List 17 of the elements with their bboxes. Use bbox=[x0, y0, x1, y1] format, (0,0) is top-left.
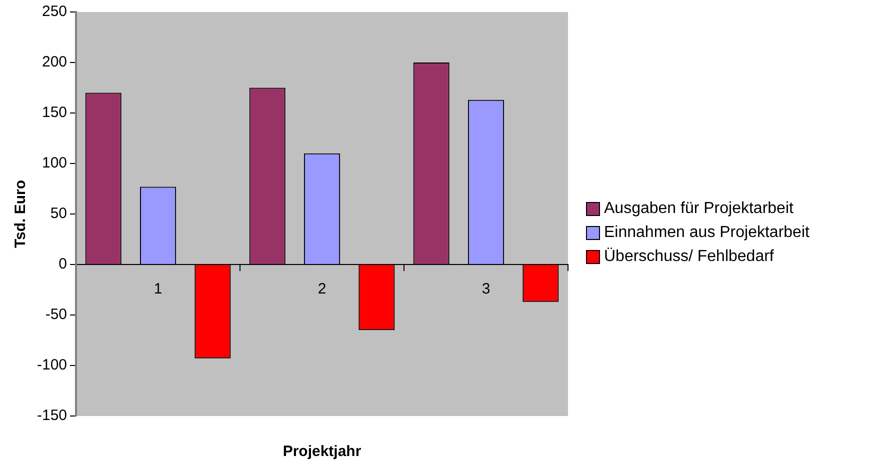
y-tick-label: 200 bbox=[42, 54, 68, 71]
x-tick-label: 2 bbox=[318, 280, 326, 298]
y-tick-label: 100 bbox=[42, 154, 68, 172]
y-tick-label: 150 bbox=[42, 104, 68, 122]
y-tick-label: 250 bbox=[42, 3, 68, 20]
legend-label: Überschuss/ Fehlbedarf bbox=[604, 248, 774, 266]
y-tick-label: -100 bbox=[36, 356, 68, 374]
y-tick-label: 0 bbox=[58, 256, 68, 273]
y-tick-label: 50 bbox=[50, 205, 68, 222]
legend-label: Ausgaben für Projektarbeit bbox=[604, 200, 794, 218]
y-axis-title: Tsd. Euro bbox=[12, 180, 30, 248]
x-tick-label: 3 bbox=[482, 280, 490, 298]
legend-label: Einnahmen aus Projektarbeit bbox=[604, 224, 810, 242]
x-tick-label: 1 bbox=[154, 280, 162, 298]
x-axis-title: Projektjahr bbox=[282, 443, 362, 460]
y-tick-label: -150 bbox=[36, 407, 68, 424]
y-tick-label: -50 bbox=[45, 306, 68, 324]
